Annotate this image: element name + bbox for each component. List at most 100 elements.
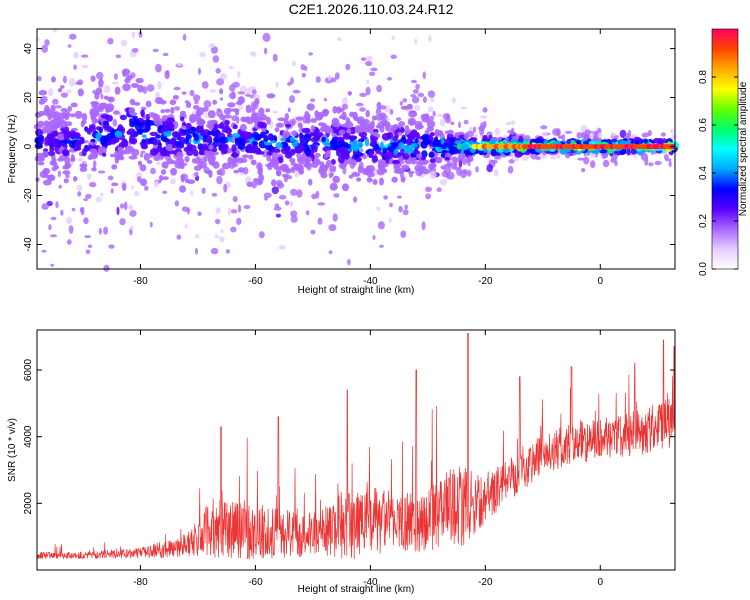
spectrogram-cell	[404, 125, 410, 130]
spectrogram-cell	[191, 158, 197, 164]
spectrogram-cell	[139, 164, 147, 172]
spectrogram-cell	[311, 145, 318, 153]
spectrogram-cell	[230, 226, 237, 233]
spectrogram-cell	[128, 107, 136, 115]
spectrogram-cell	[193, 165, 202, 171]
spectrogram-cell	[220, 229, 224, 234]
spectrogram-data	[33, 28, 680, 272]
spectrogram-cell	[244, 93, 251, 97]
spectrogram-cell	[272, 53, 278, 62]
spectrogram-cell	[429, 170, 437, 179]
spectrogram-cell	[235, 116, 240, 124]
spectrogram-cell	[63, 178, 69, 184]
spectrogram-cell	[430, 96, 435, 103]
spectrogram-cell	[401, 164, 410, 170]
spectrogram-cell	[140, 150, 146, 154]
spectrogram-cell	[414, 138, 419, 144]
spectrogram-cell	[180, 129, 187, 134]
spectrogram-cell	[160, 109, 165, 114]
spectrogram-cell	[486, 164, 494, 173]
spectrogram-cell	[74, 132, 81, 140]
spectrogram-cell	[228, 66, 234, 70]
spectrogram-cell	[308, 178, 313, 186]
snr-series-line	[36, 332, 675, 560]
spectrogram-cell	[355, 102, 364, 107]
spectrogram-cell	[153, 117, 163, 126]
spectrogram-cell	[256, 181, 263, 186]
spectrogram-cell	[356, 116, 365, 125]
spectrogram-cell	[271, 186, 279, 195]
spectrogram-cell	[83, 217, 89, 225]
spectrogram-cell	[74, 110, 83, 119]
spectrogram-cell	[392, 135, 398, 142]
spectrogram-cell	[354, 153, 360, 159]
spectrogram-cell	[317, 202, 326, 206]
spectrogram-cell	[336, 37, 342, 42]
spectrogram-cell	[65, 173, 70, 179]
spectrogram-cell	[41, 151, 49, 158]
spectrogram-cell	[103, 125, 112, 131]
spectrogram-cell	[381, 132, 391, 141]
spectrogram-cell	[446, 160, 452, 169]
spectrogram-cell	[77, 158, 84, 162]
spectrogram-cell	[448, 143, 454, 151]
spectrogram-cell	[447, 129, 454, 135]
spectrogram-cell	[421, 134, 429, 142]
snr-x-axis: -80 -60 -40 -20 0	[133, 330, 603, 588]
spectrogram-cell	[397, 195, 402, 199]
spectrogram-cell	[149, 131, 159, 137]
spectrogram-cell	[47, 174, 56, 181]
spectrogram-cell	[262, 32, 271, 42]
spectrogram-cell	[130, 185, 134, 190]
spectrogram-cell	[119, 114, 127, 121]
spectrogram-cell	[246, 87, 252, 95]
spectrogram-cell	[195, 126, 204, 131]
spectrogram-cell	[602, 159, 610, 168]
spectrogram-cell	[256, 162, 263, 171]
spectrogram-cell	[350, 144, 358, 151]
spectrogram-cell	[79, 163, 85, 168]
spectrogram-cell	[352, 111, 358, 120]
spectrogram-cell	[280, 137, 287, 142]
spectrogram-cell	[332, 213, 338, 222]
spectrogram-cell	[243, 205, 251, 209]
spectrogram-cell	[102, 102, 107, 108]
spectrogram-cell	[410, 143, 418, 149]
spectrogram-cell	[237, 91, 245, 95]
spectrogram-y-tick-label: 40	[23, 43, 34, 55]
spectrogram-cell	[66, 216, 73, 225]
spectrogram-cell	[100, 192, 104, 197]
spectrogram-cell	[129, 98, 136, 106]
spectrogram-cell	[251, 89, 257, 95]
spectrogram-cell	[304, 147, 311, 156]
spectrogram-cell	[230, 209, 238, 214]
spectrogram-cell	[407, 117, 416, 126]
spectrogram-cell	[152, 48, 159, 53]
spectrogram-cell	[444, 156, 450, 161]
spectrogram-cell	[246, 143, 253, 151]
spectrogram-y-axis: -40 -20 0 20 40	[23, 43, 675, 252]
spectrogram-cell	[61, 110, 71, 118]
spectrogram-cell	[238, 103, 244, 111]
spectrogram-cell	[351, 172, 361, 177]
spectrogram-cell	[150, 167, 156, 175]
spectrogram-cell	[37, 120, 45, 128]
spectrogram-cell	[283, 119, 289, 126]
spectrogram-cell	[588, 140, 597, 146]
spectrogram-cell	[379, 177, 384, 186]
spectrogram-cell	[103, 226, 109, 235]
spectrogram-cell	[214, 234, 219, 239]
colorbar-tick-label: 0.2	[698, 214, 709, 228]
spectrogram-cell	[276, 170, 282, 177]
spectrogram-cell	[387, 77, 392, 81]
spectrogram-cell	[339, 146, 347, 155]
colorbar: 0.0 0.2 0.4 0.6 0.8 Normalized spectral ampl…	[698, 28, 749, 276]
spectrogram-cell	[154, 97, 164, 105]
spectrogram-cell	[310, 98, 316, 103]
spectrogram-cell	[82, 163, 88, 168]
spectrogram-cell	[289, 136, 296, 142]
spectrogram-cell	[141, 144, 148, 150]
spectrogram-cell	[133, 191, 140, 197]
spectrogram-cell	[345, 63, 351, 71]
